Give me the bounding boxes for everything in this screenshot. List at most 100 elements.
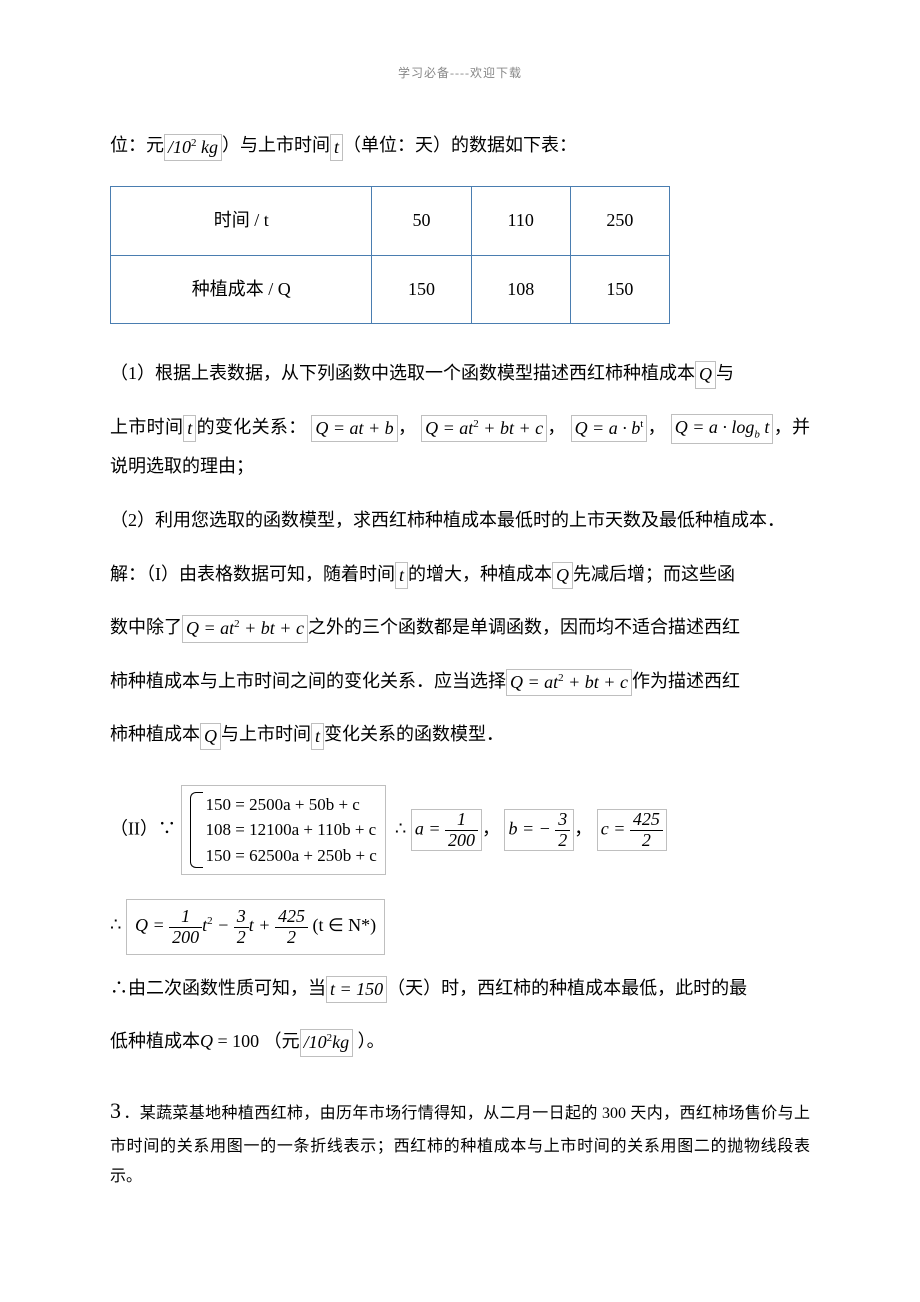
m2b: + bt + c — [564, 672, 628, 692]
data-table: 时间 / t 50 110 250 种植成本 / Q 150 108 150 — [110, 186, 670, 324]
s1-l3a: 柿种植成本与上市时间之间的变化关系．应当选择 — [110, 671, 506, 691]
s1-l2a: 数中除了 — [110, 617, 182, 637]
s1-mid1: 的增大，种植成本 — [408, 564, 552, 584]
c-box: c = 4252 — [597, 809, 667, 852]
cell-r1c3: 110 — [471, 186, 570, 255]
solution-1-l4: 柿种植成本Q与上市时间t变化关系的函数模型． — [110, 715, 810, 755]
q1-l2b: 的变化关系： — [196, 417, 306, 437]
model-4-box: Q = a · logb t — [671, 414, 774, 444]
model-1-box: Q = at + b — [311, 415, 397, 442]
unit-a: /10 — [168, 137, 191, 157]
qd3: 2 — [275, 928, 308, 948]
m4b: t — [760, 417, 770, 437]
c-lhs: c = — [601, 818, 626, 838]
cell-r1c1: 时间 / t — [111, 186, 372, 255]
qminus: − — [213, 915, 234, 935]
unit-box-2: /102kg — [300, 1029, 354, 1056]
c-l2a: 低种植成本 — [110, 1031, 200, 1051]
Q-box: Q — [552, 562, 573, 589]
m4a: Q = a · log — [675, 417, 755, 437]
conclusion: ∴由二次函数性质可知，当t = 150（天）时，西红柿的种植成本最低，此时的最 — [110, 969, 810, 1009]
solution-1-l2: 数中除了Q = at2 + bt + c之外的三个函数都是单调函数，因而均不适合… — [110, 608, 810, 648]
ua: /10 — [304, 1032, 327, 1052]
mb: + bt + c — [240, 618, 304, 638]
m2a: Q = at — [425, 418, 473, 438]
qn3: 425 — [275, 907, 308, 928]
s1-l4a: 柿种植成本 — [110, 724, 200, 744]
a-lhs: a = — [415, 818, 441, 838]
m3a: Q = a · b — [575, 418, 641, 438]
therefore: ∴ — [110, 915, 121, 935]
sys-eq2: 108 = 12100a + 110b + c — [192, 817, 377, 843]
cell-r2c4: 150 — [570, 255, 669, 324]
s1-l4b: 与上市时间 — [221, 724, 311, 744]
c-d: 2 — [630, 831, 663, 851]
unit-box: /102 kg — [164, 134, 222, 161]
c-mid1: （天）时，西红柿的种植成本最低，此时的最 — [387, 978, 747, 998]
intro-mid: ）与上市时间 — [222, 135, 330, 155]
Q-box: Q — [695, 361, 716, 388]
c-eq: = 100 （元 — [213, 1031, 300, 1051]
intro-pre: 位：元 — [110, 135, 164, 155]
therefore: ∴ — [395, 818, 406, 838]
qpre: Q = — [135, 915, 165, 935]
cell-r2c2: 150 — [372, 255, 471, 324]
q1-pre: （1）根据上表数据，从下列函数中选取一个函数模型描述西红柿种植成本 — [110, 363, 695, 383]
m2a: Q = at — [510, 672, 558, 692]
unit-b: kg — [197, 137, 219, 157]
t-box: t — [395, 562, 408, 589]
qplus: + — [254, 915, 275, 935]
m2b: + bt + c — [479, 418, 543, 438]
question-1: （1）根据上表数据，从下列函数中选取一个函数模型描述西红柿种植成本Q与 — [110, 354, 810, 394]
t150-box: t = 150 — [326, 976, 387, 1003]
s1-mid2: 先减后增；而这些函 — [573, 564, 735, 584]
s1-l3b: 作为描述西红 — [632, 671, 740, 691]
question-3: 3．某蔬菜基地种植西红柿，由历年市场行情得知，从二月一日起的 300 天内，西红… — [110, 1090, 810, 1193]
table-row: 种植成本 / Q 150 108 150 — [111, 255, 670, 324]
question-1-line2: 上市时间t的变化关系： Q = at + b， Q = at2 + bt + c… — [110, 408, 810, 487]
s1-pre: 解：（I）由表格数据可知，随着时间 — [110, 564, 395, 584]
solution-1: 解：（I）由表格数据可知，随着时间t的增大，种植成本Q先减后增；而这些函 — [110, 555, 810, 595]
q1-l2a: 上市时间 — [110, 417, 183, 437]
quad-box: Q = at2 + bt + c — [182, 615, 308, 642]
b-lhs: b = − — [508, 818, 550, 838]
b-n: 3 — [555, 810, 570, 831]
table-row: 时间 / t 50 110 250 — [111, 186, 670, 255]
q-expr-box: Q = 1200t2 − 32t + 4252 (t ∈ N*) — [126, 899, 385, 954]
sys-eq1: 150 = 2500a + 50b + c — [192, 792, 377, 818]
cell-r1c2: 50 — [372, 186, 471, 255]
qd1: 200 — [169, 928, 202, 948]
a-d: 200 — [445, 831, 478, 851]
cell-r1c4: 250 — [570, 186, 669, 255]
system-box: 150 = 2500a + 50b + c 108 = 12100a + 110… — [181, 785, 386, 876]
qn1: 1 — [169, 907, 202, 928]
c-tail: ）。 — [353, 1031, 385, 1051]
question-2: （2）利用您选取的函数模型，求西红柿种植成本最低时的上市天数及最低种植成本． — [110, 501, 810, 541]
a-n: 1 — [445, 810, 478, 831]
a-box: a = 1200 — [411, 809, 482, 852]
q1-mid: 与 — [716, 363, 734, 383]
sys-label: （II）∵ — [110, 818, 176, 838]
header-note: 学习必备----欢迎下载 — [110, 60, 810, 86]
quad-box-2: Q = at2 + bt + c — [506, 669, 632, 696]
m3sup: t — [640, 418, 643, 430]
c-pre: ∴由二次函数性质可知，当 — [110, 978, 326, 998]
ub: kg — [332, 1032, 349, 1052]
qd2: 2 — [234, 928, 249, 948]
t-box: t — [183, 415, 196, 442]
system-row: （II）∵ 150 = 2500a + 50b + c 108 = 12100a… — [110, 785, 810, 876]
s1-l4c: 变化关系的函数模型． — [324, 724, 504, 744]
model-3-box: Q = a · bt — [571, 415, 648, 442]
s1-l2b: 之外的三个函数都是单调函数，因而均不适合描述西红 — [308, 617, 740, 637]
c-n: 425 — [630, 810, 663, 831]
b-d: 2 — [555, 831, 570, 851]
cell-r2c3: 108 — [471, 255, 570, 324]
t-box: t — [330, 134, 343, 161]
solution-1-l3: 柿种植成本与上市时间之间的变化关系．应当选择Q = at2 + bt + c作为… — [110, 662, 810, 702]
conclusion-l2: 低种植成本Q = 100 （元/102kg ）。 — [110, 1022, 810, 1062]
intro-post: （单位：天）的数据如下表： — [343, 135, 577, 155]
q3-text: ．某蔬菜基地种植西红柿，由历年市场行情得知，从二月一日起的 300 天内，西红柿… — [110, 1105, 810, 1185]
Q-box: Q — [200, 723, 221, 750]
qn2: 3 — [234, 907, 249, 928]
model-2-box: Q = at2 + bt + c — [421, 415, 547, 442]
